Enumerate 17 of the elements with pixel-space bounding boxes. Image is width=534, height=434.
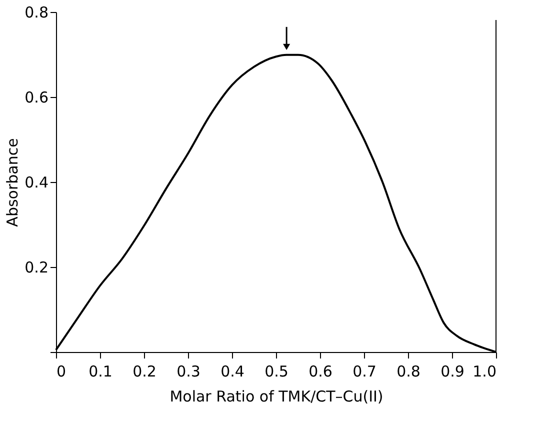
y-tick-label: 0.8 (24, 4, 48, 22)
x-tick-label: 0.5 (264, 362, 288, 380)
x-tick-label: 0.4 (220, 362, 244, 380)
x-tick-label: 0.1 (88, 362, 112, 380)
x-tick-label: 0.9 (440, 362, 464, 380)
x-tick-label: 0.2 (132, 362, 156, 380)
y-tick-label: 0.6 (24, 88, 48, 106)
x-tick-label: 0 (56, 362, 66, 380)
y-tick-label: 0.2 (24, 258, 48, 276)
y-tick-label: 0.4 (24, 174, 48, 192)
x-tick-label: 0.6 (308, 362, 332, 380)
y-axis-title: Absorbance (4, 138, 22, 227)
x-tick-label: 0.7 (352, 362, 376, 380)
x-tick-label: 1.0 (472, 362, 496, 380)
x-axis-title: Molar Ratio of TMK/CT–Cu(II) (170, 388, 384, 406)
x-tick-label: 0.3 (176, 362, 200, 380)
x-tick-label: 0.8 (396, 362, 420, 380)
